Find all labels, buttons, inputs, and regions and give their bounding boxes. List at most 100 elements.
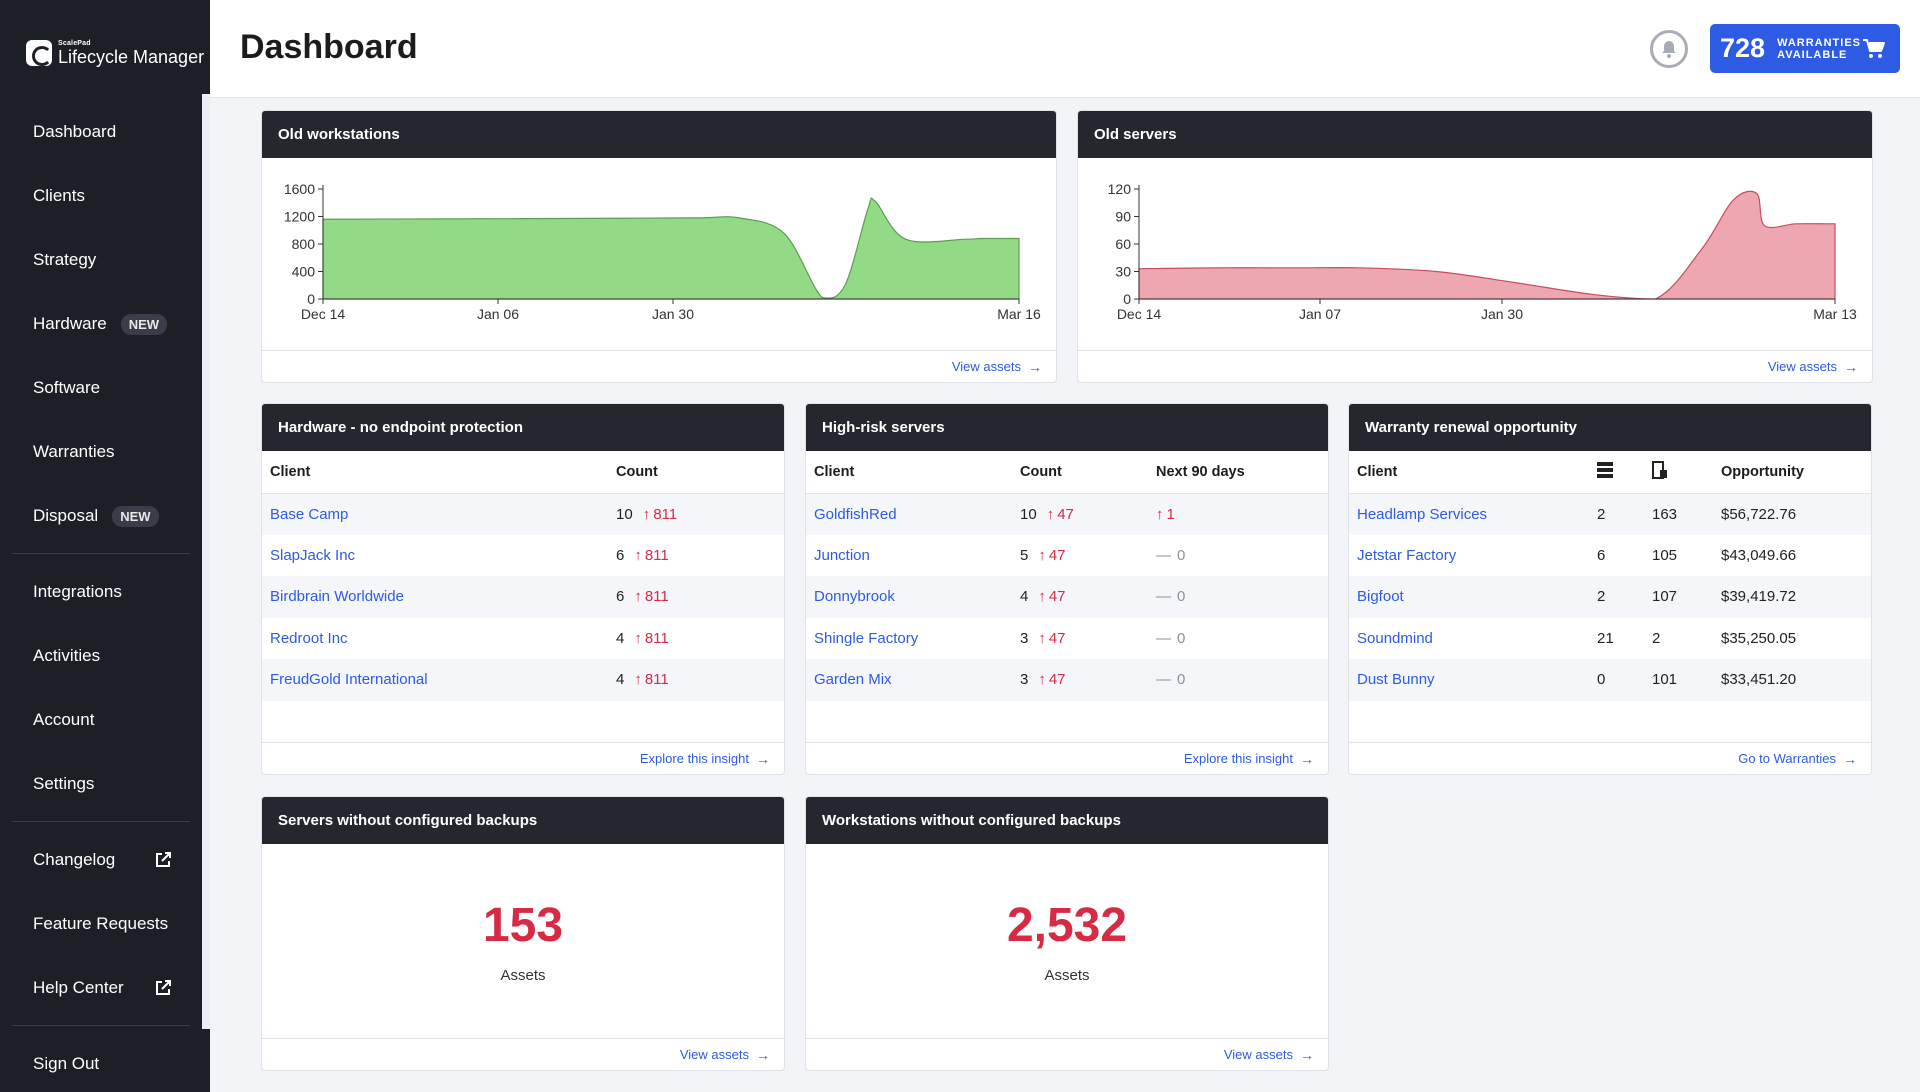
sidebar-scrollbar[interactable] [202,94,210,1029]
nav-help-center[interactable]: Help Center [0,956,202,1020]
old_workstations-area-series [322,197,1020,300]
card-title: High-risk servers [806,404,1328,451]
client-cell: Garden Mix [806,659,1012,701]
client-cell: Shingle Factory [806,618,1012,660]
nav-dashboard[interactable]: Dashboard [0,100,202,164]
col-servers [1589,451,1644,494]
nav-label: Software [33,378,101,397]
warranties-available-button[interactable]: 728 WARRANTIES AVAILABLE [1710,24,1900,73]
client-link[interactable]: Dust Bunny [1357,671,1435,689]
count-value: 6 [616,546,625,564]
client-cell: Headlamp Services [1349,493,1589,535]
client-link[interactable]: Soundmind [1357,629,1433,647]
client-link[interactable]: GoldfishRed [814,505,897,523]
view-assets-link[interactable]: View assets → [1768,359,1858,375]
nav-sign-out[interactable]: Sign Out [0,1032,202,1092]
old-workstations-chart: 0 400 800 1200 1600 Dec 14 Jan 06 Jan 30 Mar 16 [284,181,1041,322]
client-link[interactable]: Donnybrook [814,588,895,606]
link-label: View assets [951,359,1021,374]
col-opportunity: Opportunity [1713,451,1871,494]
notifications-bell-icon[interactable] [1650,30,1688,68]
count-cell: 4 811 [608,618,784,660]
opportunity-cell: $56,722.76 [1713,493,1871,535]
nav-disposal[interactable]: Disposal NEW [0,484,202,548]
card-title: Old servers [1078,111,1872,158]
col-count: Count [1012,451,1148,494]
client-link[interactable]: Headlamp Services [1357,505,1488,523]
count-cell: 4 811 [608,659,784,701]
trend-flat-value: 0 [1156,547,1185,564]
arrow-right-icon: → [1300,1046,1314,1063]
nav-hardware[interactable]: Hardware NEW [0,292,202,356]
nav-account[interactable]: Account [0,688,202,752]
nav-activities[interactable]: Activities [0,624,202,688]
view-assets-link[interactable]: View assets → [952,359,1042,375]
count-cell: 4 47 [1012,576,1148,618]
x-tick-label: Jan 30 [1481,306,1523,322]
page-title: Dashboard [240,28,418,66]
cart-icon [1863,38,1885,58]
view-assets-link[interactable]: View assets → [1224,1047,1314,1063]
table-row: Birdbrain Worldwide 6 811 [262,576,784,618]
trend-up-value: 47 [1038,588,1065,605]
opportunity-cell: $35,250.05 [1721,629,1797,647]
y-tick-label: 90 [1115,209,1131,225]
metric-label: Assets [1044,967,1090,984]
count-value: 4 [616,629,625,647]
explore-insight-link[interactable]: Explore this insight → [1184,751,1314,767]
client-link[interactable]: Bigfoot [1357,588,1404,606]
client-link[interactable]: Shingle Factory [814,629,919,647]
high-risk-servers-card: High-risk servers Client Count Next 90 d… [805,403,1329,775]
metric: 153 Assets [262,844,784,1038]
servers-cell: 0 [1589,659,1644,701]
col-client: Client [1349,451,1589,494]
server-icon [1597,461,1613,478]
client-cell: SlapJack Inc [262,535,608,577]
external-link-icon [156,852,171,867]
count-value: 4 [1020,588,1029,606]
trend-up-value: 811 [634,588,668,605]
view-assets-link[interactable]: View assets → [680,1047,770,1063]
nav-strategy[interactable]: Strategy [0,228,202,292]
next-90-days-cell: 0 [1148,618,1328,660]
col-next-90-days: Next 90 days [1148,451,1328,494]
client-link[interactable]: Base Camp [270,505,349,523]
external-link-icon [156,980,171,995]
metric-value: 2,532 [1006,899,1128,952]
nav-settings[interactable]: Settings [0,752,202,816]
arrow-right-icon: → [1843,750,1857,767]
workstations-cell: 105 [1652,546,1678,564]
client-link[interactable]: Junction [814,546,870,564]
app-logo[interactable]: ScalePad Lifecycle Manager [26,40,204,66]
scalepad-logo-icon [26,40,52,66]
client-link[interactable]: FreudGold International [270,671,428,689]
nav-warranties[interactable]: Warranties [0,420,202,484]
table-row: FreudGold International 4 811 [262,659,784,701]
client-link[interactable]: Jetstar Factory [1357,546,1457,564]
x-tick-label: Jan 07 [1299,306,1341,322]
table-row: GoldfishRed 10 47 1 [806,493,1328,535]
nav-changelog[interactable]: Changelog [0,828,202,892]
no-endpoint-table: Client Count Base Camp 10 811 SlapJack Inc 6… [262,451,784,701]
y-tick-label: 60 [1115,236,1131,252]
old-workstations-card: Old workstations 0 400 800 1200 1600 Dec 14 Ja… [261,110,1057,383]
client-link[interactable]: Redroot Inc [270,629,348,647]
nav-feature-requests[interactable]: Feature Requests [0,892,202,956]
servers-cell: 21 [1597,629,1614,647]
nav-clients[interactable]: Clients [0,164,202,228]
explore-insight-link[interactable]: Explore this insight → [640,751,770,767]
client-link[interactable]: SlapJack Inc [270,546,356,564]
nav-integrations[interactable]: Integrations [0,560,202,624]
table-row: Bigfoot 2 107 $39,419.72 [1349,576,1871,618]
nav-divider [12,1025,190,1026]
go-to-warranties-link[interactable]: Go to Warranties → [1738,751,1857,767]
old-servers-chart: 0 30 60 90 120 Dec 14 Jan 07 Jan 30 Mar 13 [1108,181,1857,322]
table-row: Headlamp Services 2 163 $56,722.76 [1349,493,1871,535]
nav-software[interactable]: Software [0,356,202,420]
next-90-days-cell: 0 [1148,535,1328,577]
table-row: Soundmind 21 2 $35,250.05 [1349,618,1871,660]
client-link[interactable]: Garden Mix [814,671,892,689]
logo-brand: ScalePad [58,40,91,47]
client-link[interactable]: Birdbrain Worldwide [270,588,404,606]
trend-up-value: 47 [1038,547,1065,564]
